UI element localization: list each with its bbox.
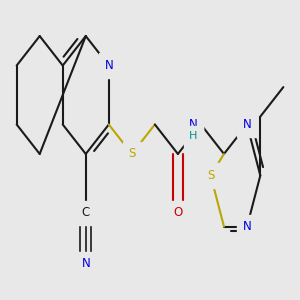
Text: N: N <box>243 118 251 131</box>
Text: N: N <box>81 257 90 270</box>
Text: N: N <box>189 118 198 131</box>
Text: N: N <box>243 220 251 233</box>
Text: S: S <box>207 169 214 182</box>
Text: O: O <box>173 206 182 219</box>
Text: N: N <box>104 59 113 72</box>
Text: H: H <box>189 131 198 141</box>
Text: S: S <box>128 147 136 161</box>
Text: C: C <box>82 206 90 219</box>
